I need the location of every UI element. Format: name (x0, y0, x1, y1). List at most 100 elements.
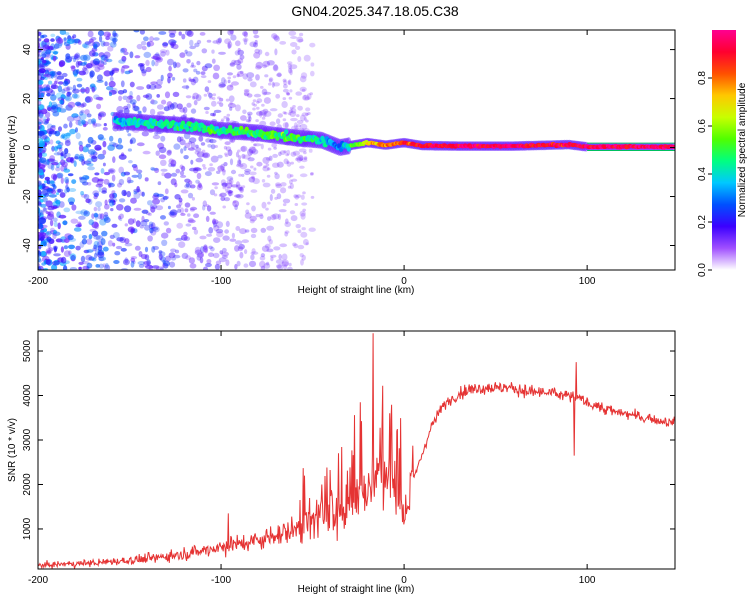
noise-blob (147, 200, 153, 206)
noise-blob (237, 48, 241, 52)
noise-blob (129, 90, 133, 97)
noise-blob (64, 165, 68, 170)
noise-blob (144, 246, 149, 253)
noise-blob (143, 36, 149, 42)
noise-blob (157, 111, 165, 115)
noise-blob (196, 39, 202, 45)
noise-blob (85, 254, 93, 261)
noise-blob (180, 212, 186, 216)
noise-blob (53, 253, 61, 257)
noise-blob (284, 230, 290, 234)
noise-blob (200, 71, 206, 75)
noise-blob (179, 136, 184, 141)
noise-blob (188, 257, 195, 264)
noise-blob (219, 97, 224, 102)
noise-blob (118, 95, 123, 102)
noise-blob (160, 159, 167, 166)
noise-blob (97, 245, 103, 252)
noise-blob (305, 112, 309, 116)
figure-title: GN04.2025.347.18.05.C38 (291, 3, 459, 19)
noise-blob (38, 121, 42, 125)
noise-blob (239, 251, 244, 259)
noise-blob (139, 64, 145, 72)
noise-blob (218, 51, 226, 55)
noise-blob (285, 153, 289, 157)
noise-blob (78, 140, 83, 147)
noise-blob (136, 86, 145, 90)
noise-blob (249, 147, 253, 155)
noise-blob (243, 90, 250, 96)
noise-blob (75, 101, 82, 107)
noise-blob (227, 72, 233, 76)
noise-blob (249, 219, 255, 224)
noise-blob (54, 77, 59, 84)
noise-blob (95, 183, 104, 188)
noise-blob (216, 170, 221, 174)
noise-blob (117, 215, 122, 220)
noise-blob (100, 54, 108, 61)
spectrogram-ytick-label: -20 (22, 189, 33, 204)
noise-blob (298, 148, 307, 153)
noise-blob (82, 64, 91, 69)
noise-blob (73, 115, 81, 122)
noise-blob (276, 161, 284, 168)
noise-blob (179, 139, 186, 146)
noise-blob (190, 64, 196, 68)
noise-blob (53, 51, 58, 55)
noise-blob (66, 115, 75, 122)
noise-blob (118, 166, 124, 174)
noise-blob (149, 36, 154, 42)
noise-blob (52, 201, 61, 207)
noise-blob (209, 138, 214, 143)
noise-blob (53, 229, 57, 234)
noise-blob (301, 254, 306, 261)
noise-blob (238, 243, 245, 250)
noise-blob (237, 246, 244, 252)
noise-blob (60, 159, 66, 166)
noise-blob (60, 165, 65, 172)
noise-blob (235, 193, 244, 199)
noise-blob (225, 220, 230, 227)
noise-blob (156, 79, 163, 86)
noise-blob (63, 207, 71, 213)
noise-blob (200, 142, 206, 146)
noise-blob (263, 91, 272, 95)
noise-blob (185, 182, 190, 188)
noise-blob (48, 247, 54, 252)
noise-blob (134, 55, 141, 59)
noise-blob (121, 55, 127, 62)
noise-blob (71, 113, 79, 118)
noise-blob (102, 127, 108, 131)
noise-blob (204, 86, 210, 93)
noise-blob (143, 219, 150, 223)
noise-blob (57, 222, 61, 230)
noise-blob (63, 167, 68, 171)
noise-blob (65, 179, 69, 185)
noise-blob (130, 137, 137, 144)
noise-blob (248, 171, 257, 176)
noise-blob (241, 173, 245, 177)
noise-blob (296, 36, 304, 43)
noise-blob (212, 40, 219, 44)
noise-blob (41, 189, 49, 196)
noise-blob (214, 145, 218, 148)
noise-blob (86, 262, 93, 269)
noise-blob (130, 261, 135, 268)
noise-blob (108, 182, 115, 188)
noise-blob (247, 111, 253, 116)
noise-blob (261, 103, 265, 107)
noise-blob (177, 208, 182, 213)
noise-blob (107, 33, 111, 38)
noise-blob (45, 211, 49, 214)
noise-blob (253, 42, 258, 48)
noise-blob (120, 68, 125, 75)
noise-blob (55, 140, 61, 144)
noise-blob (266, 261, 270, 266)
noise-blob (38, 222, 41, 230)
noise-blob (86, 62, 93, 69)
noise-blob (148, 221, 154, 227)
noise-blob (117, 182, 122, 188)
noise-blob (255, 119, 259, 123)
noise-blob (205, 262, 212, 268)
noise-blob (235, 181, 241, 189)
